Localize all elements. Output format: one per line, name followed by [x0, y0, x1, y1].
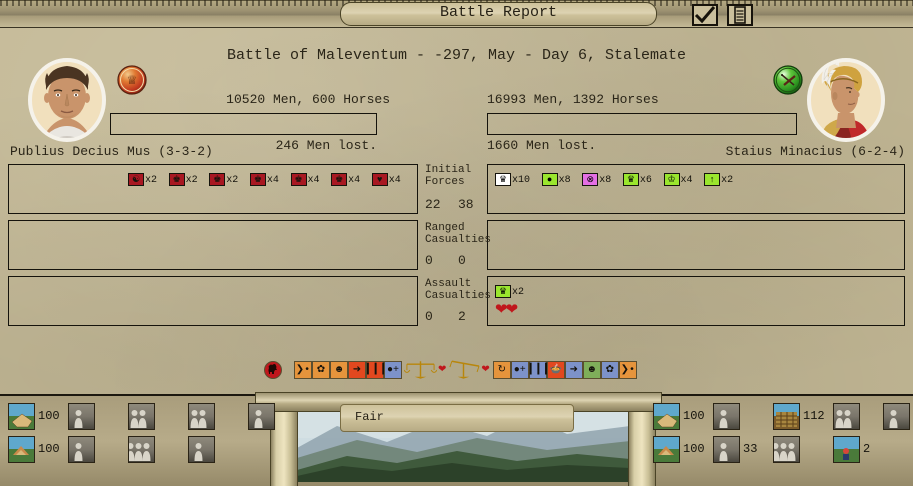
svg-text:♕: ♕: [127, 74, 138, 88]
